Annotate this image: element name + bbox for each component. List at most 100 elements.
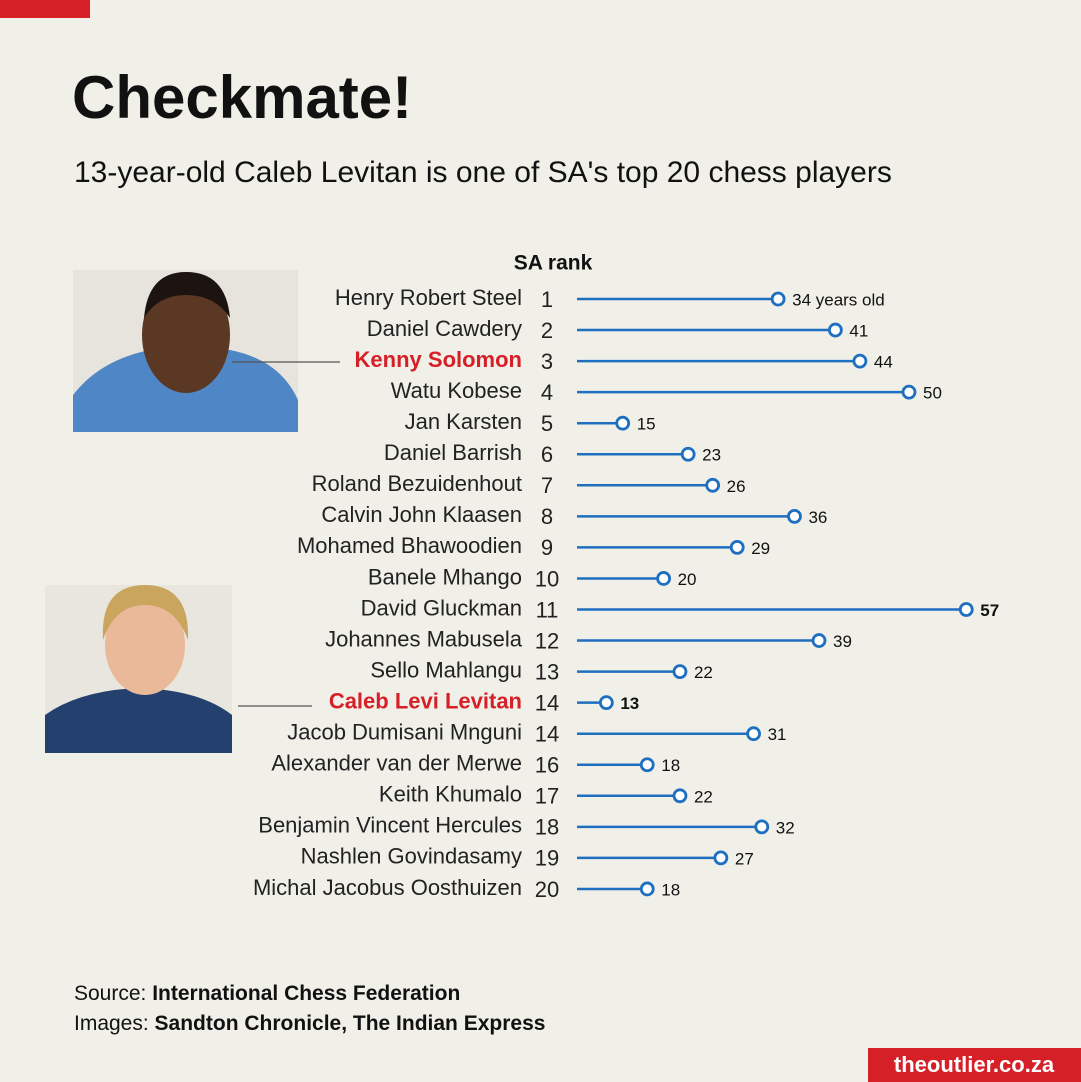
rank: 10 <box>535 566 559 591</box>
value-label: 13 <box>620 694 639 713</box>
value-label: 39 <box>833 632 852 651</box>
player-name: Kenny Solomon <box>355 347 522 372</box>
player-name: Banele Mhango <box>368 564 522 589</box>
player-name: Jacob Dumisani Mnguni <box>287 720 522 745</box>
value-label: 18 <box>661 756 680 775</box>
player-name: Mohamed Bhawoodien <box>297 533 522 558</box>
dot <box>639 757 655 773</box>
value-label: 32 <box>776 818 795 837</box>
value-label: 15 <box>637 415 656 434</box>
player-name: Jan Karsten <box>405 409 522 434</box>
images-label: Images: <box>74 1012 149 1035</box>
rank: 2 <box>541 318 553 343</box>
value-label: 44 <box>874 353 893 372</box>
photo-shirt <box>45 688 232 753</box>
dot <box>598 695 614 711</box>
player-name: Alexander van der Merwe <box>271 751 522 776</box>
value-label: 31 <box>768 725 787 744</box>
dot <box>770 291 786 307</box>
rank: 6 <box>541 442 553 467</box>
images-credit: Images: Sandton Chronicle, The Indian Ex… <box>74 1012 545 1035</box>
rank: 3 <box>541 349 553 374</box>
dot <box>672 788 688 804</box>
dot <box>639 881 655 897</box>
dot <box>852 353 868 369</box>
rank: 16 <box>535 753 559 778</box>
brand-box <box>868 1048 1081 1082</box>
photo-caleb <box>45 585 232 753</box>
rank: 4 <box>541 380 553 405</box>
dot <box>705 477 721 493</box>
player-name: Sello Mahlangu <box>370 657 522 682</box>
dot <box>811 633 827 648</box>
photo-hair <box>102 585 189 640</box>
dot <box>656 571 671 586</box>
rank: 7 <box>541 473 553 498</box>
rank: 17 <box>535 784 559 809</box>
player-name: Henry Robert Steel <box>335 285 522 310</box>
dot <box>729 540 745 555</box>
photo-hair <box>144 272 230 318</box>
dot <box>958 602 974 617</box>
value-label: 22 <box>694 787 713 806</box>
rank: 1 <box>541 287 553 312</box>
source: Source: International Chess Federation <box>74 982 460 1005</box>
source-name: International Chess Federation <box>152 982 460 1005</box>
value-label: 20 <box>678 570 697 589</box>
source-label: Source: <box>74 982 146 1005</box>
dot <box>901 384 917 400</box>
rank: 20 <box>535 877 559 902</box>
chart-subtitle: 13-year-old Caleb Levitan is one of SA's… <box>74 156 892 189</box>
photo-head <box>142 277 230 393</box>
value-label: 57 <box>980 601 999 620</box>
value-label: 26 <box>727 477 746 496</box>
rank-header: SA rank <box>514 252 593 275</box>
player-name: Michal Jacobus Oosthuizen <box>253 875 522 900</box>
dot <box>672 664 688 679</box>
player-name: Daniel Cawdery <box>367 316 522 341</box>
player-name: Roland Bezuidenhout <box>312 471 522 496</box>
dot <box>787 508 802 524</box>
dot <box>746 726 761 742</box>
rank: 9 <box>541 535 553 560</box>
player-name: Keith Khumalo <box>379 782 522 807</box>
dot <box>754 819 770 835</box>
player-name: Johannes Mabusela <box>325 626 523 651</box>
photo-head <box>105 595 185 695</box>
player-name: Nashlen Govindasamy <box>301 844 522 869</box>
rank: 5 <box>541 411 553 436</box>
player-name: David Gluckman <box>361 595 522 620</box>
rank: 14 <box>535 690 559 715</box>
brand: theoutlier.co.za <box>894 1052 1055 1077</box>
value-label: 27 <box>735 849 754 868</box>
rank: 13 <box>535 659 559 684</box>
value-label: 29 <box>751 539 770 558</box>
value-label: 36 <box>808 508 827 527</box>
photo-kenny <box>73 270 298 432</box>
chart-title: Checkmate! <box>72 64 412 131</box>
rank: 18 <box>535 815 559 840</box>
dot <box>615 415 631 431</box>
rank: 8 <box>541 504 553 529</box>
rank: 19 <box>535 846 559 871</box>
rank: 11 <box>536 597 559 622</box>
dot <box>680 446 696 462</box>
rank: 14 <box>535 722 559 747</box>
value-label: 41 <box>849 322 868 341</box>
player-name: Watu Kobese <box>391 378 522 403</box>
value-label: 23 <box>702 446 721 465</box>
value-label: 18 <box>661 880 680 899</box>
player-name: Daniel Barrish <box>384 440 522 465</box>
player-name: Caleb Levi Levitan <box>329 688 522 713</box>
value-label: 34 years old <box>792 290 885 309</box>
player-name: Calvin John Klaasen <box>321 502 522 527</box>
images-names: Sandton Chronicle, The Indian Express <box>155 1012 546 1035</box>
dot <box>713 850 729 866</box>
top-accent <box>0 0 90 18</box>
player-name: Benjamin Vincent Hercules <box>258 813 522 838</box>
value-label: 22 <box>694 663 713 682</box>
value-label: 50 <box>923 384 942 403</box>
rank: 12 <box>535 628 559 653</box>
